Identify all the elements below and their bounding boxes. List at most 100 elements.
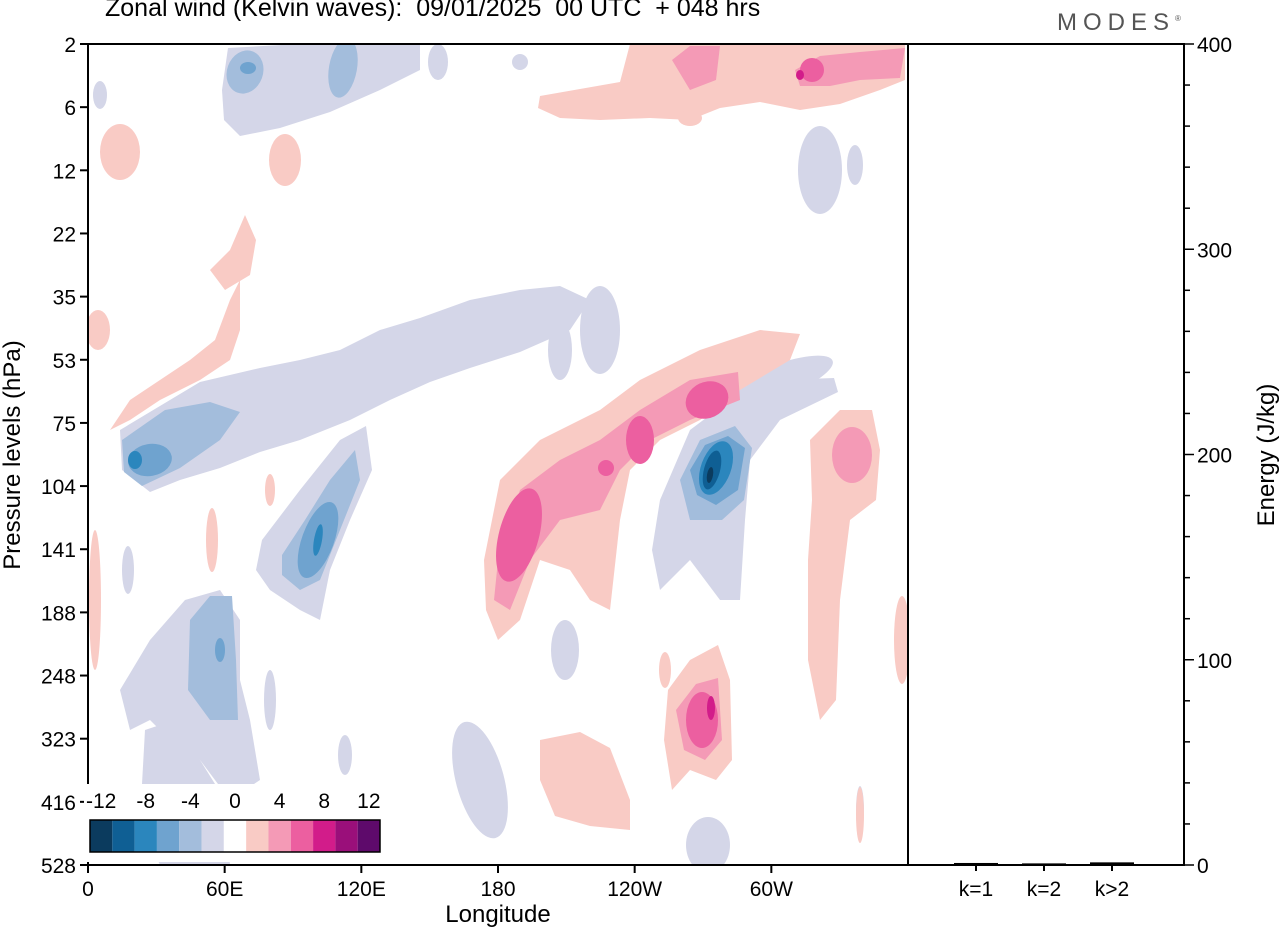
colorbar-label: 8: [318, 790, 330, 813]
energy-bar: [1022, 863, 1066, 866]
x-tick-label: 60E: [206, 878, 243, 901]
colorbar-swatch: [134, 820, 157, 852]
pos-region: [626, 416, 654, 464]
x-tick-label: 60W: [750, 878, 793, 901]
x-axis-label: Longitude: [445, 901, 550, 928]
y-tick-label: 104: [41, 476, 76, 499]
neg-region: [580, 286, 620, 374]
energy-bar: [954, 862, 998, 865]
x-tick-label: 120W: [607, 878, 662, 901]
colorbar-swatch: [179, 820, 202, 852]
colorbar-swatch: [223, 820, 247, 852]
pressure-axis: 2 6 12 22 35 53 75 104 141 188 248 323 416 528: [41, 34, 88, 878]
colorbar-label: 0: [229, 790, 241, 813]
y-tick-label: 6: [64, 97, 76, 120]
pos-region: [210, 215, 256, 290]
pos-region: [808, 410, 880, 720]
pos-region: [484, 330, 800, 640]
neg-region: [548, 320, 572, 380]
colorbar-swatch: [246, 820, 269, 852]
energy-category-label: k=1: [959, 878, 993, 901]
y-axis-label: Pressure levels (hPa): [0, 340, 26, 569]
colorbar-swatch: [268, 820, 291, 852]
neg-region: [686, 817, 730, 865]
longitude-axis: 0 60E 120E 180 120W 60W: [82, 865, 793, 901]
pos-region: [800, 58, 824, 82]
y-tick-label: 12: [53, 160, 76, 183]
energy-category-label: k=2: [1027, 878, 1061, 901]
pos-region: [685, 381, 729, 419]
colorbar-label: -4: [181, 790, 200, 813]
y-tick-label: 323: [41, 729, 76, 752]
energy-tick-label: 200: [1197, 445, 1232, 468]
neg-region: [512, 54, 528, 70]
y-tick-label: 22: [53, 223, 76, 246]
x-tick-label: 180: [480, 878, 515, 901]
energy-bar: [1090, 862, 1134, 865]
neg-region: [128, 451, 142, 469]
colorbar-swatch: [201, 820, 224, 852]
neg-region: [215, 638, 225, 662]
pos-region: [540, 732, 630, 830]
colorbar-swatch: [335, 820, 358, 852]
neg-region: [798, 126, 842, 214]
neg-region: [338, 735, 352, 775]
pos-region: [659, 652, 671, 688]
neg-region: [551, 620, 579, 680]
y-tick-label: 2: [64, 34, 76, 57]
energy-axis: 0 100 200 300 400: [1184, 34, 1232, 878]
colorbar-label: -8: [136, 790, 155, 813]
pos-region: [832, 427, 872, 483]
neg-region: [328, 44, 358, 98]
pos-region: [678, 110, 702, 126]
y-tick-label: 53: [53, 350, 76, 373]
energy-bars: k=1 k=2 k>2: [954, 862, 1134, 901]
energy-category-label: k>2: [1095, 878, 1129, 901]
colorbar-swatch: [156, 820, 180, 852]
colorbar: -12 -8 -4 0 4 8 12: [84, 784, 382, 862]
x-tick-label: 120E: [337, 878, 386, 901]
pos-region: [856, 787, 864, 843]
pos-region: [110, 280, 240, 430]
pos-region: [598, 460, 614, 476]
energy-panel-frame: [907, 43, 1185, 866]
chart-title: Zonal wind (Kelvin waves): 09/01/2025 00…: [105, 0, 761, 22]
neg-region: [264, 670, 276, 730]
x-tick-label: 0: [82, 878, 94, 901]
y-tick-label: 416: [41, 792, 76, 815]
energy-tick-label: 400: [1197, 34, 1232, 57]
neg-region: [452, 721, 508, 839]
pos-region: [100, 124, 140, 180]
brand-logo: MODES®: [1057, 9, 1181, 37]
colorbar-frame: [89, 819, 381, 853]
energy-tick-label: 100: [1197, 650, 1232, 673]
neg-region: [428, 44, 448, 80]
heatmap-field: [88, 44, 908, 865]
colorbar-label: -12: [86, 790, 116, 813]
neg-region: [240, 62, 256, 74]
colorbar-swatch: [313, 820, 336, 852]
energy-tick-label: 300: [1197, 239, 1232, 262]
pos-region: [265, 474, 275, 506]
colorbar-swatch: [112, 820, 135, 852]
pos-region: [89, 530, 101, 670]
y-tick-label: 35: [53, 287, 76, 310]
neg-region: [313, 524, 323, 556]
neg-region: [706, 467, 714, 483]
pos-region: [88, 310, 110, 350]
pos-region: [707, 696, 715, 720]
neg-region: [93, 81, 107, 109]
colorbar-label: 4: [274, 790, 286, 813]
pos-region: [894, 596, 908, 684]
neg-region: [847, 145, 863, 185]
energy-tick-label: 0: [1197, 855, 1209, 878]
pos-region: [796, 70, 804, 80]
y-tick-label: 248: [41, 666, 76, 689]
neg-region: [188, 596, 238, 720]
pos-region: [848, 56, 892, 76]
brand-mark: ®: [1175, 14, 1181, 23]
pos-region: [672, 46, 720, 90]
brand-name: MODES: [1057, 9, 1176, 36]
y-tick-label: 188: [41, 602, 76, 625]
